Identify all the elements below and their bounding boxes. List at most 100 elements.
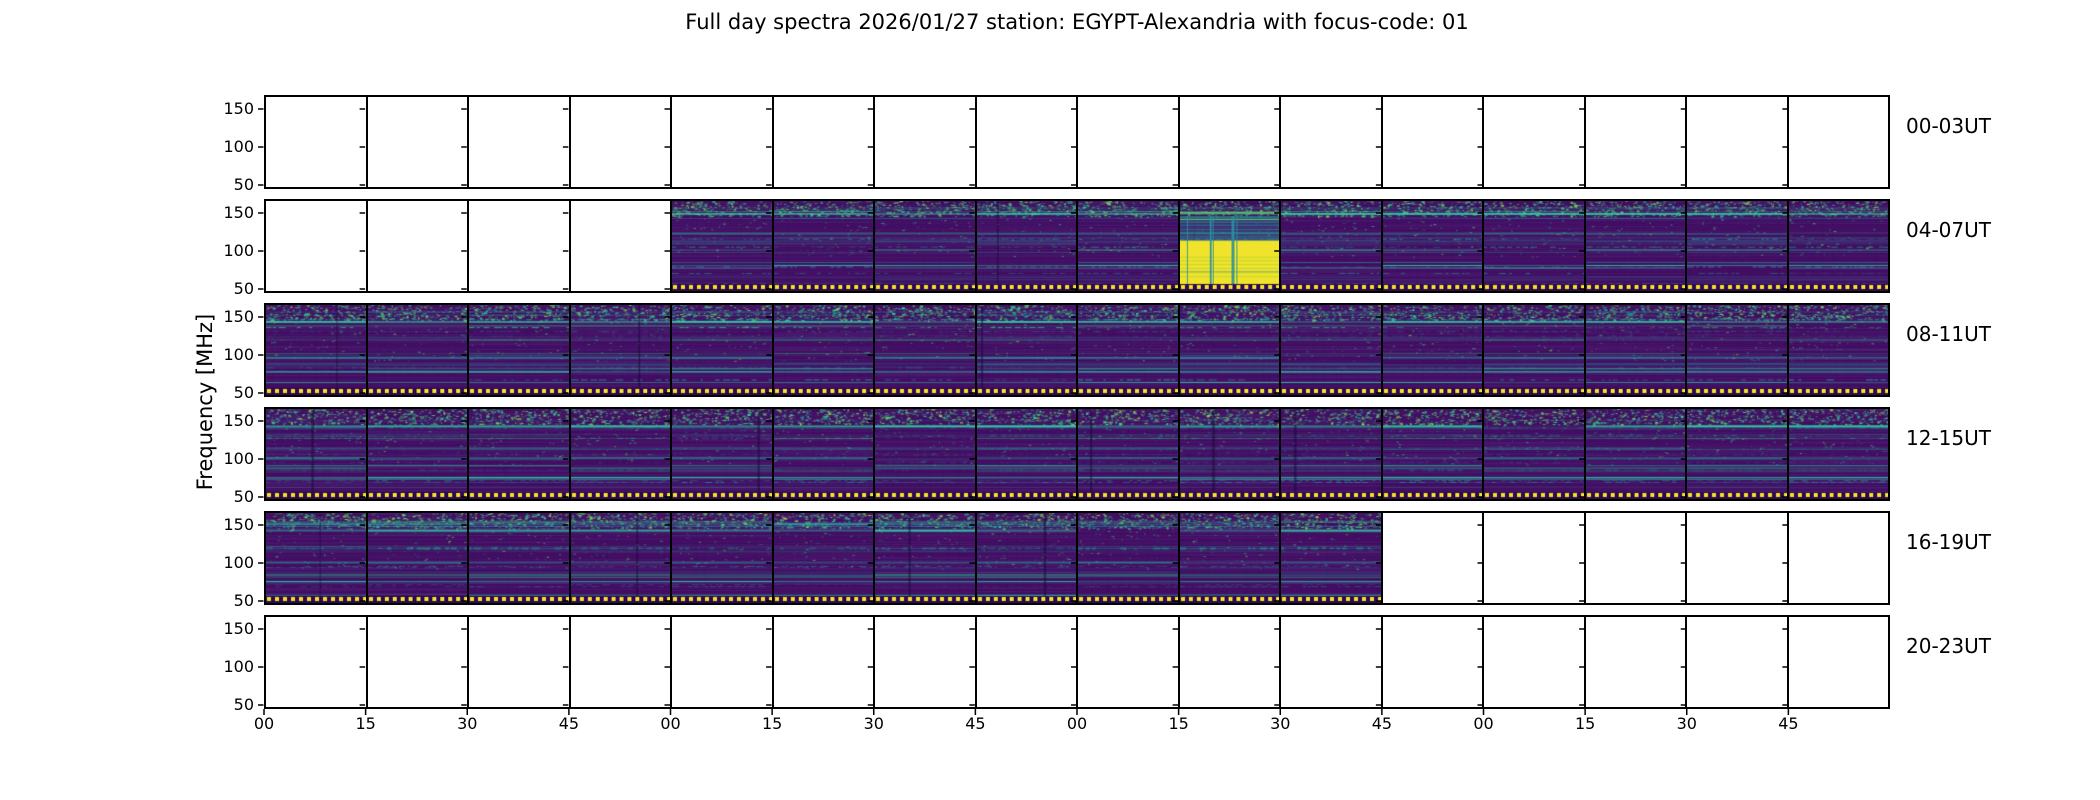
spectra-panel [1583, 201, 1685, 291]
y-tick-label: 100 [223, 449, 254, 468]
spectra-panel [771, 513, 873, 603]
y-tick-label: 50 [233, 695, 254, 714]
spectrogram-canvas [1788, 409, 1888, 499]
spectra-panel [1482, 409, 1584, 499]
spectra-panel [1583, 617, 1685, 707]
row-time-label: 04-07UT [1906, 218, 1991, 242]
spectra-panel [1076, 305, 1178, 395]
spectra-panel [1482, 97, 1584, 187]
spectra-panel [1786, 513, 1888, 603]
spectra-panel [771, 409, 873, 499]
row-time-label: 08-11UT [1906, 322, 1991, 346]
x-tick-label: 00 [1473, 714, 1494, 733]
spectra-panel [1380, 617, 1482, 707]
spectrogram-canvas [875, 409, 975, 499]
spectra-panel [266, 201, 366, 291]
y-tick-label: 100 [223, 345, 254, 364]
x-tick-label: 30 [863, 714, 884, 733]
spectra-panel [1076, 97, 1178, 187]
spectrogram-canvas [1687, 305, 1787, 395]
spectra-panel [974, 97, 1076, 187]
spectra-panel [1177, 305, 1279, 395]
x-tick-label: 15 [355, 714, 376, 733]
spectrogram-canvas [1078, 513, 1178, 603]
spectrogram-canvas [1687, 409, 1787, 499]
spectra-panel [568, 409, 670, 499]
spectra-panel [974, 409, 1076, 499]
row-time-label: 16-19UT [1906, 530, 1991, 554]
spectrogram-canvas [469, 513, 569, 603]
y-tick-label: 100 [223, 657, 254, 676]
spectra-panel [365, 201, 467, 291]
spectra-panel [670, 409, 772, 499]
spectrogram-canvas [1382, 409, 1482, 499]
spectra-panel [1786, 305, 1888, 395]
spectra-panel [266, 97, 366, 187]
spectra-panel [1482, 513, 1584, 603]
spectrogram-canvas [773, 305, 873, 395]
spectrogram-canvas [672, 513, 772, 603]
spectra-panel [1583, 513, 1685, 603]
spectra-panel [1583, 97, 1685, 187]
spectrogram-canvas [773, 409, 873, 499]
spectrogram-canvas [570, 513, 670, 603]
spectra-panel [365, 617, 467, 707]
x-tick-label: 45 [965, 714, 986, 733]
spectrogram-canvas [1078, 201, 1178, 291]
spectrogram-canvas [1179, 513, 1279, 603]
spectra-panel [467, 305, 569, 395]
spectrogram-canvas [1179, 305, 1279, 395]
y-tick-label: 50 [233, 175, 254, 194]
spectra-panel [1482, 617, 1584, 707]
spectra-panel [771, 617, 873, 707]
row-time-label: 00-03UT [1906, 114, 1991, 138]
y-tick-label: 150 [223, 203, 254, 222]
row-time-label: 12-15UT [1906, 426, 1991, 450]
spectra-row [264, 95, 1890, 189]
spectrogram-canvas [266, 305, 366, 395]
spectrogram-canvas [469, 409, 569, 499]
y-tick-label: 100 [223, 137, 254, 156]
spectrogram-canvas [1281, 305, 1381, 395]
spectra-panel [771, 97, 873, 187]
spectrogram-canvas [367, 513, 467, 603]
spectrogram-canvas [367, 409, 467, 499]
spectra-panel [1685, 617, 1787, 707]
x-tick-label: 00 [660, 714, 681, 733]
spectra-panel [873, 409, 975, 499]
spectrogram-canvas [469, 305, 569, 395]
y-tick-label: 150 [223, 99, 254, 118]
spectra-row [264, 511, 1890, 605]
x-tick-label: 30 [1676, 714, 1697, 733]
spectra-row [264, 303, 1890, 397]
spectra-panel [1279, 617, 1381, 707]
spectra-panel [1583, 409, 1685, 499]
spectrogram-canvas [672, 201, 772, 291]
spectra-panel [1076, 201, 1178, 291]
spectrogram-canvas [1179, 409, 1279, 499]
y-tick-label: 150 [223, 411, 254, 430]
spectra-panel [1177, 409, 1279, 499]
row-time-label: 20-23UT [1906, 634, 1991, 658]
spectra-panel [771, 305, 873, 395]
spectra-panel [670, 305, 772, 395]
spectrogram-canvas [1788, 201, 1888, 291]
spectra-panel [1076, 409, 1178, 499]
spectra-panel [467, 201, 569, 291]
spectrogram-canvas [570, 409, 670, 499]
x-tick-label: 15 [761, 714, 783, 733]
spectrogram-canvas [1585, 409, 1685, 499]
x-tick-label: 30 [457, 714, 478, 733]
spectra-panel [1380, 97, 1482, 187]
spectra-panel [670, 513, 772, 603]
spectra-panel [365, 409, 467, 499]
spectra-panel [568, 617, 670, 707]
spectra-panel [467, 513, 569, 603]
spectrogram-canvas [1687, 201, 1787, 291]
spectra-panel [1786, 201, 1888, 291]
spectra-panel [1685, 513, 1787, 603]
spectra-panel [266, 513, 366, 603]
spectra-panel [467, 409, 569, 499]
spectra-panel [1482, 201, 1584, 291]
spectra-panel [670, 97, 772, 187]
